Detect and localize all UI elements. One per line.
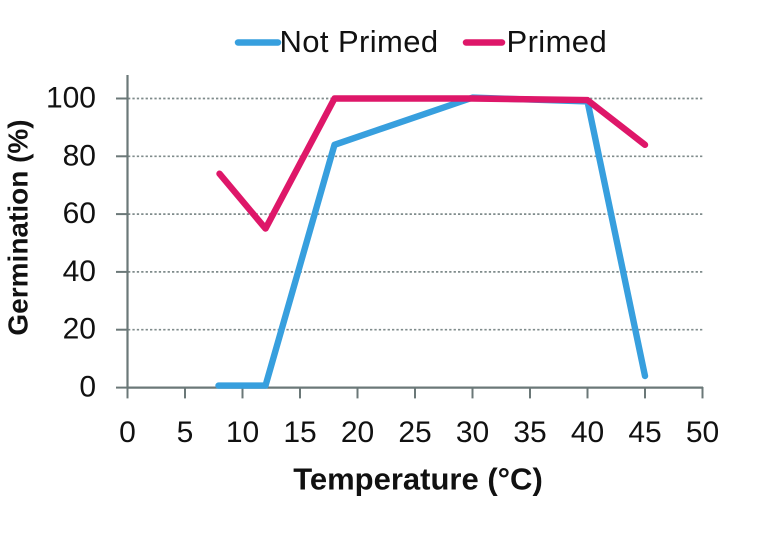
- svg-text:45: 45: [628, 416, 661, 449]
- svg-text:40: 40: [63, 255, 96, 288]
- svg-text:10: 10: [226, 416, 259, 449]
- svg-text:5: 5: [177, 416, 194, 449]
- svg-text:0: 0: [79, 371, 96, 404]
- svg-text:20: 20: [63, 313, 96, 346]
- svg-text:15: 15: [283, 416, 316, 449]
- svg-text:80: 80: [63, 139, 96, 172]
- svg-text:100: 100: [46, 82, 96, 115]
- svg-text:50: 50: [686, 416, 719, 449]
- svg-text:35: 35: [513, 416, 546, 449]
- svg-text:0: 0: [119, 416, 136, 449]
- svg-text:60: 60: [63, 197, 96, 230]
- svg-text:20: 20: [341, 416, 374, 449]
- svg-text:40: 40: [571, 416, 604, 449]
- svg-text:30: 30: [456, 416, 489, 449]
- svg-text:Primed: Primed: [507, 24, 608, 59]
- svg-text:Not Primed: Not Primed: [280, 24, 439, 59]
- svg-text:25: 25: [398, 416, 431, 449]
- svg-text:Germination (%): Germination (%): [3, 119, 34, 335]
- svg-text:Temperature (°C): Temperature (°C): [293, 462, 543, 497]
